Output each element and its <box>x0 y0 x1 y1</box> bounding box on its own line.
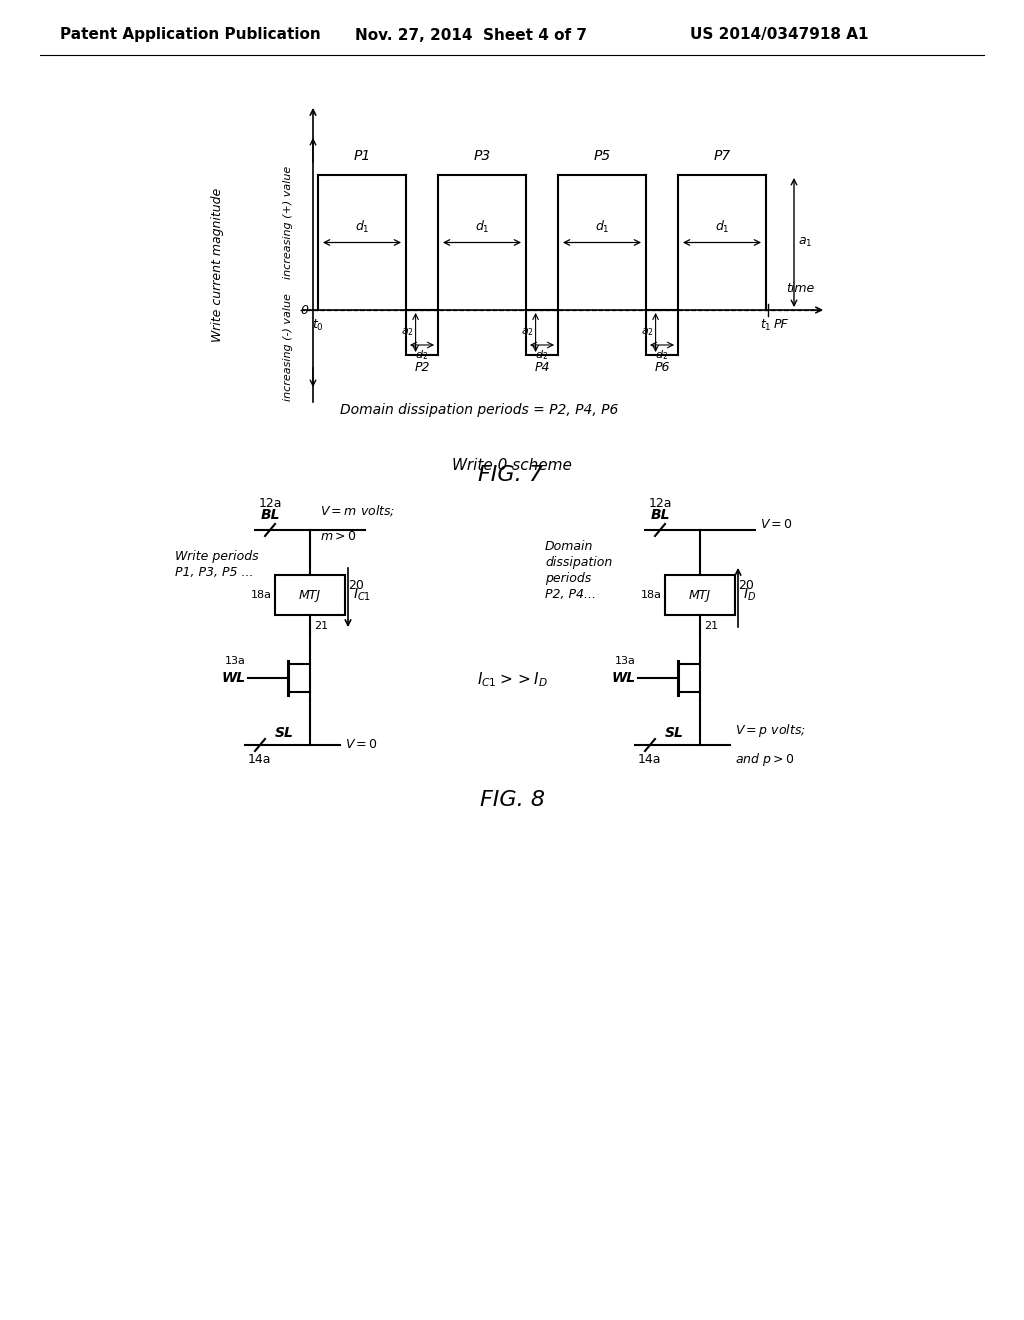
Text: Nov. 27, 2014  Sheet 4 of 7: Nov. 27, 2014 Sheet 4 of 7 <box>355 28 587 42</box>
Text: $V = p$ volts;: $V = p$ volts; <box>735 722 806 739</box>
Text: P1: P1 <box>353 149 371 162</box>
Text: 21: 21 <box>705 620 718 631</box>
Text: P2, P4...: P2, P4... <box>545 587 596 601</box>
Text: $d_1$: $d_1$ <box>475 218 489 235</box>
Text: BL: BL <box>650 508 670 521</box>
Text: $a_2$: $a_2$ <box>641 326 653 338</box>
Text: 20: 20 <box>738 579 754 591</box>
Text: P2: P2 <box>415 360 430 374</box>
Text: $a_1$: $a_1$ <box>798 236 812 249</box>
Text: $I_{C1}$: $I_{C1}$ <box>353 587 371 603</box>
Text: P4: P4 <box>535 360 550 374</box>
Text: $d_2$: $d_2$ <box>655 348 669 362</box>
Text: 14a: 14a <box>247 752 270 766</box>
Text: P6: P6 <box>654 360 670 374</box>
Text: Write current magnitude: Write current magnitude <box>212 187 224 342</box>
Text: $V = 0$: $V = 0$ <box>345 738 378 751</box>
Text: P7: P7 <box>714 149 731 162</box>
Text: WL: WL <box>222 671 246 685</box>
Text: 21: 21 <box>314 620 328 631</box>
Text: Domain dissipation periods = P2, P4, P6: Domain dissipation periods = P2, P4, P6 <box>340 403 618 417</box>
Text: $a_2$: $a_2$ <box>400 326 414 338</box>
Text: $I_{C1} >> I_D$: $I_{C1} >> I_D$ <box>476 671 548 689</box>
Text: $t_0$: $t_0$ <box>312 318 324 333</box>
Text: $V = 0$: $V = 0$ <box>760 519 793 532</box>
Text: increasing (-) value: increasing (-) value <box>283 293 293 401</box>
Text: P1, P3, P5 ...: P1, P3, P5 ... <box>175 566 254 579</box>
Text: $d_2$: $d_2$ <box>416 348 429 362</box>
Text: SL: SL <box>275 726 294 741</box>
Text: WL: WL <box>612 671 636 685</box>
Text: 13a: 13a <box>225 656 246 667</box>
Text: MTJ: MTJ <box>299 589 322 602</box>
Text: $m > 0$: $m > 0$ <box>319 531 356 543</box>
Bar <box>665 576 735 615</box>
Text: 12a: 12a <box>258 498 282 510</box>
Text: increasing (+) value: increasing (+) value <box>283 166 293 279</box>
Text: Write periods: Write periods <box>175 550 259 564</box>
Text: time: time <box>786 282 814 294</box>
Text: $d_1$: $d_1$ <box>354 218 370 235</box>
Text: Patent Application Publication: Patent Application Publication <box>60 28 321 42</box>
Text: Write 0 scheme: Write 0 scheme <box>452 458 572 473</box>
Text: FIG. 8: FIG. 8 <box>479 789 545 810</box>
Text: 14a: 14a <box>637 752 660 766</box>
Text: PF: PF <box>774 318 788 331</box>
Text: SL: SL <box>665 726 684 741</box>
Text: P5: P5 <box>593 149 610 162</box>
Text: FIG. 7: FIG. 7 <box>477 465 543 484</box>
Text: 12a: 12a <box>648 498 672 510</box>
Text: $d_1$: $d_1$ <box>595 218 609 235</box>
Text: $d_1$: $d_1$ <box>715 218 729 235</box>
Text: 18a: 18a <box>251 590 272 601</box>
Text: $t_1$: $t_1$ <box>760 318 772 333</box>
Text: BL: BL <box>260 508 280 521</box>
Text: $d_2$: $d_2$ <box>536 348 549 362</box>
Text: $a_2$: $a_2$ <box>520 326 534 338</box>
Text: 13a: 13a <box>615 656 636 667</box>
Text: and $p > 0$: and $p > 0$ <box>735 751 795 768</box>
Text: periods: periods <box>545 572 591 585</box>
Text: US 2014/0347918 A1: US 2014/0347918 A1 <box>690 28 868 42</box>
Text: $V = m$ volts;: $V = m$ volts; <box>319 503 395 517</box>
Text: dissipation: dissipation <box>545 556 612 569</box>
Text: Domain: Domain <box>545 540 593 553</box>
Bar <box>275 576 345 615</box>
Text: 20: 20 <box>348 579 364 591</box>
Text: MTJ: MTJ <box>689 589 711 602</box>
Text: 18a: 18a <box>641 590 662 601</box>
Text: $I_D$: $I_D$ <box>743 587 756 603</box>
Text: 0: 0 <box>300 304 308 317</box>
Text: P3: P3 <box>473 149 490 162</box>
